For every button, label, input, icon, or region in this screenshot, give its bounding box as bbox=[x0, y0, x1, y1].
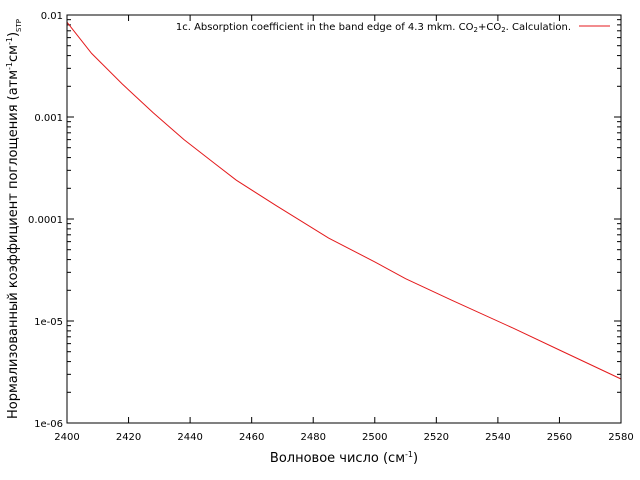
legend-label: 1c. Absorption coefficient in the band e… bbox=[176, 22, 571, 34]
x-tick-label: 2400 bbox=[54, 432, 79, 443]
x-tick-label: 2420 bbox=[116, 432, 141, 443]
y-tick-label: 0.0001 bbox=[28, 215, 63, 226]
y-tick-label: 1e-05 bbox=[34, 317, 63, 328]
legend: 1c. Absorption coefficient in the band e… bbox=[176, 22, 610, 34]
y-axis-label: Нормализованный коэффициент поглощения (… bbox=[5, 19, 23, 419]
x-tick-label: 2460 bbox=[239, 432, 264, 443]
y-tick-label: 1e-06 bbox=[34, 419, 63, 430]
x-tick-label: 2500 bbox=[362, 432, 387, 443]
data-series bbox=[66, 21, 622, 380]
y-tick-label: 0.001 bbox=[34, 113, 63, 124]
x-tick-label: 2520 bbox=[424, 432, 449, 443]
x-tick-label: 2480 bbox=[300, 432, 325, 443]
y-tick-label: 0.01 bbox=[41, 11, 63, 22]
x-axis-label: Волновое число (см-1) bbox=[270, 450, 418, 466]
x-tick-label: 2540 bbox=[485, 432, 510, 443]
x-tick-label: 2560 bbox=[547, 432, 572, 443]
x-tick-label: 2440 bbox=[177, 432, 202, 443]
plot-frame bbox=[66, 14, 622, 424]
x-tick-label: 2580 bbox=[608, 432, 633, 443]
series-line bbox=[66, 21, 622, 380]
